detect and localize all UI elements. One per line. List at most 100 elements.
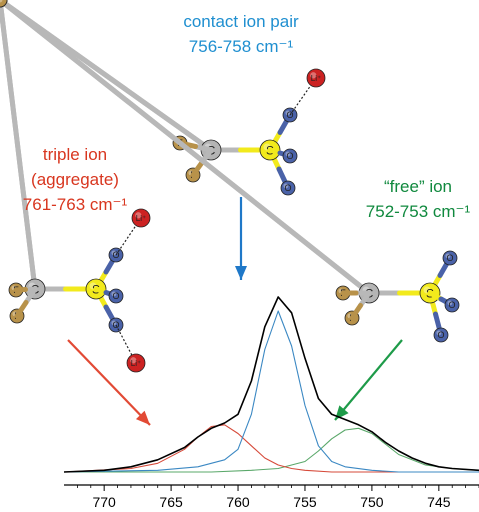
oxygen-atom-highlight — [445, 253, 451, 259]
lithium-ion: Li⁺ — [306, 68, 326, 88]
data-point — [184, 447, 185, 448]
data-point — [331, 414, 332, 415]
annotation-label: contact ion pair — [183, 12, 299, 31]
oxygen-atom: O — [433, 327, 449, 343]
data-point — [358, 428, 359, 429]
data-point — [398, 450, 399, 451]
oxygen-atom-ball — [444, 297, 460, 313]
data-point — [331, 471, 332, 472]
annotation-label: 756-758 cm⁻¹ — [189, 37, 294, 56]
lithium-ion: Li⁺ — [126, 353, 146, 373]
data-point — [371, 470, 372, 471]
data-point — [385, 442, 386, 443]
free-ion-arrow — [334, 339, 403, 421]
data-point — [291, 468, 292, 469]
data-point — [197, 466, 198, 467]
data-point — [304, 405, 305, 406]
x-tick-label: 745 — [427, 494, 451, 510]
fluorine-atom-highlight — [0, 0, 3, 3]
lithium-ion-highlight — [310, 72, 317, 79]
oxygen-atom-highlight — [111, 320, 117, 326]
bond — [190, 160, 205, 178]
bond — [349, 303, 363, 321]
lithium-ion-ball — [306, 68, 326, 88]
data-point — [278, 464, 279, 465]
oxygen-atom: O — [444, 297, 460, 313]
data-point — [130, 468, 131, 469]
bond — [14, 300, 29, 319]
data-point — [224, 424, 225, 425]
series-line-1 — [63, 310, 479, 473]
oxygen-atom-highlight — [285, 110, 291, 116]
x-tick-label: 750 — [360, 494, 384, 510]
bond — [13, 287, 28, 293]
molecules-layer: FFCSOOLi⁺FFOFFCSOOLi⁺Li⁺FFOFFCSOOFFO — [0, 0, 460, 373]
data-point — [425, 463, 426, 464]
bond — [193, 144, 214, 153]
oxygen-atom-highlight — [447, 300, 453, 306]
oxygen-atom-label: O — [112, 250, 119, 260]
data-point — [251, 445, 252, 446]
data-point — [304, 358, 305, 359]
data-point — [264, 349, 265, 350]
x-tick-label: 770 — [92, 494, 116, 510]
lithium-ion-label: Li⁺ — [136, 214, 146, 223]
data-point — [224, 459, 225, 460]
data-point — [224, 422, 225, 423]
data-point — [371, 431, 372, 432]
oxygen-atom-ball — [433, 327, 449, 343]
data-point — [412, 457, 413, 458]
data-point — [438, 466, 439, 467]
lithium-ion-label: Li⁺ — [311, 74, 321, 83]
data-point — [264, 457, 265, 458]
oxygen-atom-label: O — [112, 291, 119, 301]
data-point — [197, 436, 198, 437]
lithium-ion: Li⁺ — [131, 208, 151, 228]
plot-area — [63, 296, 479, 473]
oxygen-atom-highlight — [111, 291, 117, 297]
annotation-label: 752-753 cm⁻¹ — [366, 202, 471, 221]
oxygen-atom-label: O — [286, 151, 293, 161]
data-point — [438, 471, 439, 472]
data-point — [211, 426, 212, 427]
data-point — [184, 449, 185, 450]
series-line-3 — [64, 427, 479, 473]
x-tick-label: 765 — [159, 494, 183, 510]
data-point — [63, 471, 64, 472]
annotation-label: 761-763 cm⁻¹ — [23, 195, 128, 214]
data-point — [331, 438, 332, 439]
data-point — [345, 419, 346, 420]
data-point — [398, 454, 399, 455]
data-point — [237, 449, 238, 450]
fluorine-atom-ball — [0, 0, 8, 8]
data-point — [278, 468, 279, 469]
bond — [23, 286, 38, 305]
data-point — [304, 470, 305, 471]
data-point — [278, 296, 279, 297]
data-point — [345, 466, 346, 467]
data-point — [237, 414, 238, 415]
series-line-0 — [63, 296, 479, 473]
oxygen-atom-highlight — [436, 330, 442, 336]
oxygen-atom-highlight — [285, 151, 291, 157]
bond — [0, 0, 372, 296]
data-point — [130, 466, 131, 467]
oxygen-atom-label: O — [448, 300, 455, 310]
annotation-label: “free” ion — [384, 177, 452, 196]
labels-layer: contact ion pair 756-758 cm⁻¹ triple ion (a… — [23, 12, 471, 221]
oxygen-atom-highlight — [283, 183, 289, 189]
data-point — [385, 443, 386, 444]
series-line-2 — [63, 424, 479, 473]
lithium-ion-ball — [126, 353, 146, 373]
data-point — [104, 470, 105, 471]
oxygen-atom-ball — [442, 250, 458, 266]
x-tick-label: 760 — [226, 494, 250, 510]
data-point — [237, 433, 238, 434]
oxygen-atom: O — [442, 250, 458, 266]
data-point — [251, 414, 252, 415]
bond — [0, 0, 38, 292]
oxygen-atom-ball — [108, 288, 124, 304]
bond — [358, 290, 372, 308]
triple-ion-arrow — [67, 339, 151, 426]
